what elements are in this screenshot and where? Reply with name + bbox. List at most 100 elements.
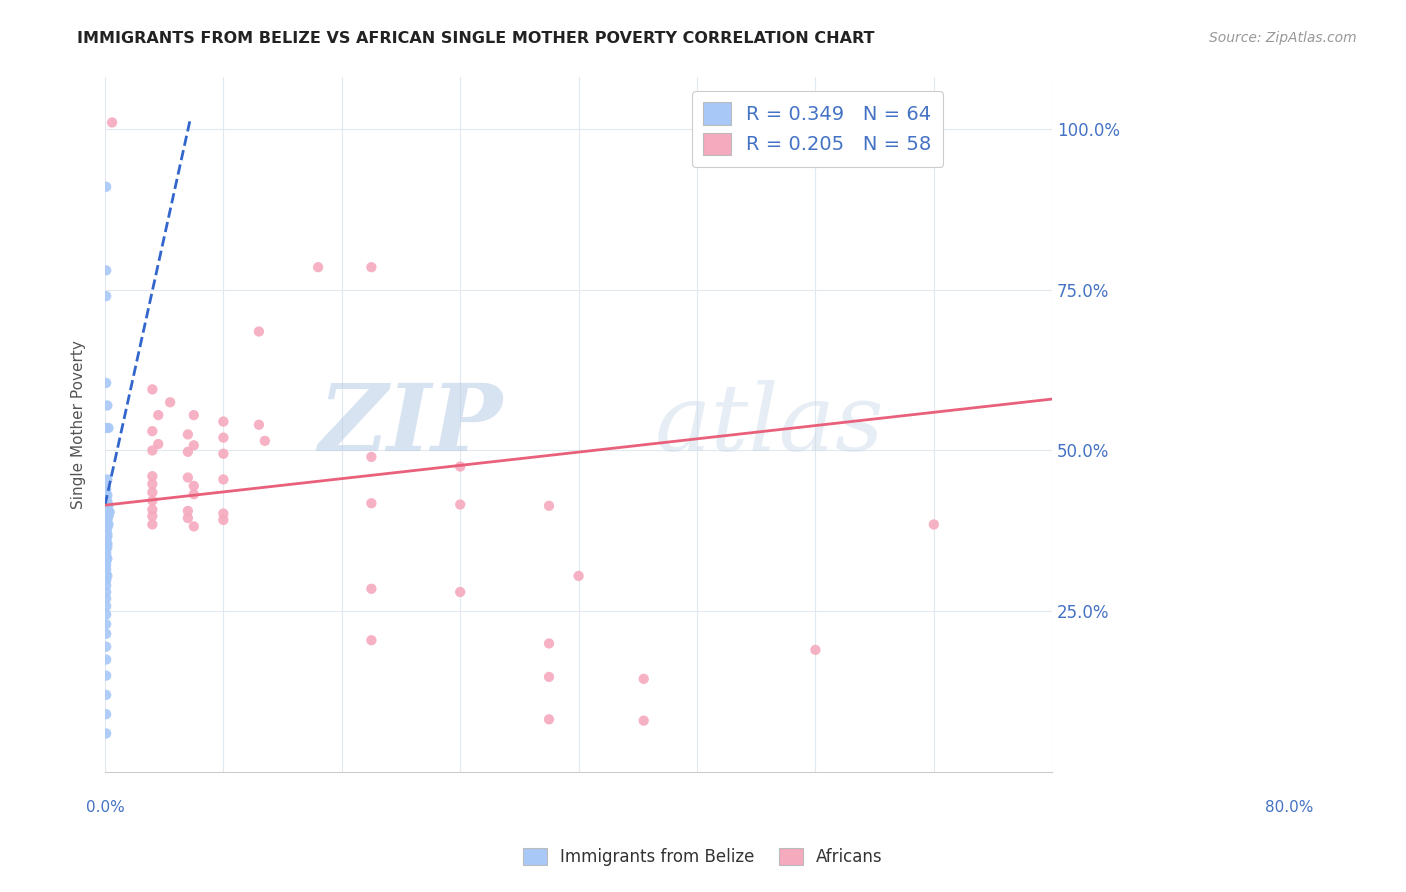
Point [96,511,118,525]
Point [307,260,329,275]
Point [449,459,471,474]
Point [568,569,591,583]
Point [212,472,235,486]
Point [183,438,205,452]
Point [96,522,118,536]
Point [96,289,118,303]
Point [253,434,276,448]
Text: IMMIGRANTS FROM BELIZE VS AFRICAN SINGLE MOTHER POVERTY CORRELATION CHART: IMMIGRANTS FROM BELIZE VS AFRICAN SINGLE… [77,31,875,46]
Text: ZIP: ZIP [319,380,503,470]
Point [177,444,200,458]
Point [97,509,120,524]
Text: atlas: atlas [654,380,884,470]
Point [141,493,163,508]
Point [96,652,118,666]
Point [96,507,118,521]
Point [96,502,118,516]
Point [96,574,118,588]
Point [96,554,118,568]
Point [183,487,205,501]
Text: Source: ZipAtlas.com: Source: ZipAtlas.com [1209,31,1357,45]
Point [96,485,118,500]
Point [360,260,382,275]
Point [96,179,118,194]
Point [96,491,118,506]
Y-axis label: Single Mother Poverty: Single Mother Poverty [72,341,86,509]
Point [96,591,118,606]
Point [101,115,124,129]
Point [449,585,471,599]
Point [96,516,118,531]
Point [141,509,163,524]
Point [537,499,560,513]
Point [177,470,200,484]
Point [141,469,163,483]
Point [360,633,382,648]
Point [212,513,235,527]
Point [159,395,181,409]
Point [360,450,382,464]
Point [97,504,120,518]
Point [96,627,118,641]
Point [212,447,235,461]
Point [247,325,270,339]
Point [863,115,886,129]
Text: 80.0%: 80.0% [1265,800,1313,815]
Point [96,376,118,390]
Legend: R = 0.349   N = 64, R = 0.205   N = 58: R = 0.349 N = 64, R = 0.205 N = 58 [692,91,943,167]
Point [96,263,118,277]
Point [96,578,118,592]
Point [96,524,118,538]
Point [96,519,118,533]
Point [212,431,235,445]
Point [96,528,118,542]
Point [96,668,118,682]
Point [177,511,200,525]
Point [141,485,163,500]
Point [804,643,827,657]
Point [183,519,205,533]
Point [96,535,118,549]
Point [96,726,118,740]
Point [212,507,235,521]
Point [96,495,118,509]
Point [96,482,118,496]
Point [633,714,655,728]
Point [96,585,118,599]
Point [141,383,163,397]
Point [96,558,118,572]
Point [537,670,560,684]
Point [96,525,118,540]
Point [537,712,560,726]
Point [360,582,382,596]
Point [177,427,200,442]
Point [96,640,118,654]
Point [96,399,118,413]
Point [97,498,120,512]
Point [98,505,121,519]
Point [148,437,170,451]
Point [96,521,118,535]
Point [96,599,118,614]
Point [96,513,118,527]
Point [96,549,118,564]
Point [183,408,205,422]
Text: 0.0%: 0.0% [86,800,124,815]
Legend: Immigrants from Belize, Africans: Immigrants from Belize, Africans [516,841,890,873]
Point [96,562,118,576]
Point [96,688,118,702]
Point [183,479,205,493]
Point [449,498,471,512]
Point [537,636,560,650]
Point [633,672,655,686]
Point [96,617,118,632]
Point [96,501,118,516]
Point [1070,115,1092,129]
Point [148,408,170,422]
Point [96,537,118,551]
Point [141,477,163,491]
Point [96,543,118,558]
Point [96,707,118,722]
Point [96,569,118,583]
Point [96,515,118,529]
